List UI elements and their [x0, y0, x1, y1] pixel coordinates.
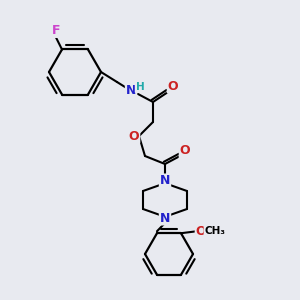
Text: H: H — [136, 82, 144, 92]
Text: N: N — [160, 175, 170, 188]
Text: N: N — [160, 212, 170, 224]
Text: F: F — [52, 24, 60, 37]
Text: O: O — [196, 225, 206, 238]
Text: O: O — [129, 130, 139, 142]
Text: O: O — [180, 145, 190, 158]
Text: CH₃: CH₃ — [205, 226, 226, 236]
Text: N: N — [126, 85, 136, 98]
Text: O: O — [168, 80, 178, 92]
